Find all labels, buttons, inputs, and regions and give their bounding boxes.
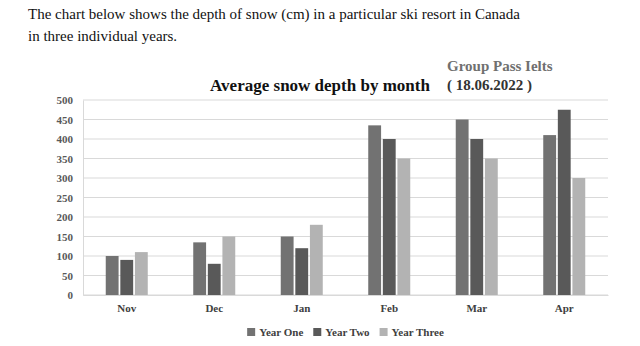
bar <box>295 248 308 295</box>
grid-line <box>83 158 608 159</box>
plot: 0 50 100 150 200 250 300 350 400 450 500 Nov Dec Jan F… <box>57 94 609 314</box>
y-tick-label: 100 <box>57 250 74 262</box>
bar <box>193 242 206 295</box>
bar-series <box>106 120 556 296</box>
bar <box>470 139 483 295</box>
y-tick: 200 <box>57 211 84 223</box>
annotation: in three individual years. <box>28 28 177 44</box>
grid-line <box>83 275 608 276</box>
y-tick: 300 <box>57 172 84 184</box>
x-tick: Mar <box>466 295 487 314</box>
y-axis: 0 50 100 150 200 250 300 350 400 450 500 <box>57 94 84 301</box>
x-axis: Nov Dec Jan Feb Mar Apr <box>84 295 609 314</box>
grid <box>83 100 608 295</box>
bar <box>397 159 410 296</box>
bar <box>106 256 119 295</box>
bar <box>368 125 381 295</box>
y-tick-label: 400 <box>57 133 74 145</box>
bar <box>543 135 556 295</box>
grid-line <box>83 256 608 257</box>
bar <box>310 225 323 295</box>
x-axis-line <box>84 295 609 296</box>
x-tick-label: Apr <box>555 302 574 314</box>
y-tick: 100 <box>57 250 84 262</box>
x-tick: Dec <box>205 295 223 314</box>
x-tick: Jan <box>293 295 310 314</box>
chart-title: Average snow depth by month <box>210 76 430 95</box>
y-tick-label: 350 <box>57 153 74 165</box>
bar <box>135 252 148 295</box>
annotation: ( 18.06.2022 ) <box>447 77 532 94</box>
bar <box>558 110 571 295</box>
x-tick-label: Feb <box>380 302 398 314</box>
y-tick-label: 150 <box>57 231 74 243</box>
legend-swatch <box>313 328 321 336</box>
y-axis-line <box>83 101 84 296</box>
x-tick: Feb <box>380 295 398 314</box>
grid-line <box>83 100 608 101</box>
y-tick: 250 <box>57 192 84 204</box>
y-tick-label: 450 <box>57 114 74 126</box>
bars <box>106 110 586 295</box>
y-tick-label: 50 <box>62 270 74 282</box>
legend-swatch <box>380 328 388 336</box>
legend-item: Year One <box>247 326 303 338</box>
y-tick: 400 <box>57 133 84 145</box>
legend: Year One Year Two Year Three <box>247 326 444 338</box>
x-tick-label: Mar <box>466 302 487 314</box>
grid-line <box>83 178 608 179</box>
y-tick: 500 <box>57 94 84 106</box>
bar <box>120 260 133 295</box>
y-tick: 450 <box>57 114 84 126</box>
annotation: Group Pass Ielts <box>447 58 553 74</box>
bar <box>383 139 396 295</box>
grid-line <box>83 197 608 198</box>
y-tick-label: 200 <box>57 211 74 223</box>
y-tick-label: 0 <box>68 289 74 301</box>
bar <box>222 237 235 296</box>
y-tick-label: 300 <box>57 172 74 184</box>
bar <box>485 159 498 296</box>
bar <box>456 120 469 296</box>
grid-line <box>83 295 608 296</box>
x-tick-label: Nov <box>117 302 136 314</box>
bar-series <box>135 159 585 296</box>
x-tick: Apr <box>555 295 574 314</box>
chart: The chart below shows the depth of snow … <box>0 0 640 346</box>
y-tick: 150 <box>57 231 84 243</box>
grid-line <box>83 236 608 237</box>
grid-line <box>83 119 608 120</box>
bar <box>572 178 585 295</box>
x-tick-label: Jan <box>293 302 310 314</box>
legend-label: Year One <box>259 326 303 338</box>
x-tick: Nov <box>117 295 136 314</box>
bar <box>281 237 294 296</box>
legend-item: Year Two <box>313 326 370 338</box>
grid-line <box>83 139 608 140</box>
y-tick-label: 500 <box>57 94 74 106</box>
bar-series <box>120 110 570 295</box>
legend-item: Year Three <box>380 326 444 338</box>
bar <box>208 264 221 295</box>
legend-swatch <box>247 328 255 336</box>
y-tick-label: 250 <box>57 192 74 204</box>
annotation: The chart below shows the depth of snow … <box>28 6 520 23</box>
x-tick-label: Dec <box>205 302 223 314</box>
legend-label: Year Three <box>392 326 444 338</box>
y-tick: 350 <box>57 153 84 165</box>
y-tick: 0 <box>68 289 84 301</box>
legend-label: Year Two <box>325 326 370 338</box>
y-tick: 50 <box>62 270 83 282</box>
grid-line <box>83 217 608 218</box>
